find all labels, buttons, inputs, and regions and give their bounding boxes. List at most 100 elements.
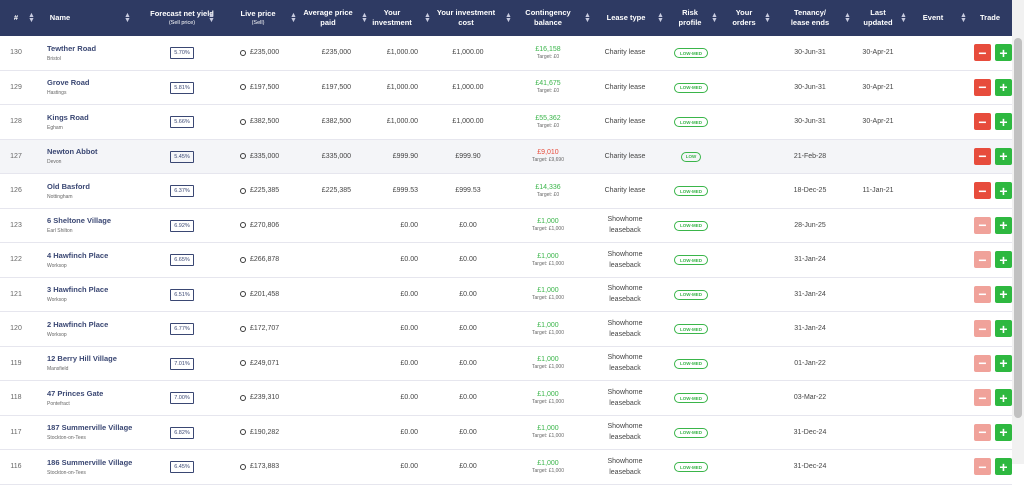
property-name[interactable]: 4 Hawfinch Place	[47, 250, 109, 260]
buy-button[interactable]: +	[995, 113, 1012, 130]
sell-button[interactable]: −	[974, 320, 991, 337]
sell-button[interactable]: −	[974, 113, 991, 130]
property-cell[interactable]: 2 Hawfinch Place Worksop	[47, 312, 108, 345]
buy-button[interactable]: +	[995, 285, 1012, 303]
buy-button[interactable]: +	[995, 78, 1012, 96]
scrollbar-thumb[interactable]	[1014, 38, 1022, 418]
column-header-inv[interactable]: Your investment	[370, 0, 414, 36]
buy-button[interactable]: +	[995, 182, 1012, 199]
sort-icon[interactable]: ▲ ▼	[844, 12, 851, 24]
sort-icon[interactable]: ▲ ▼	[711, 12, 718, 24]
sort-icon[interactable]: ▲ ▼	[290, 12, 297, 24]
property-name[interactable]: 187 Summerville Village	[47, 423, 133, 432]
column-header-orders[interactable]: Your orders	[726, 0, 762, 36]
column-header-live[interactable]: Live price (Sell)	[236, 0, 280, 36]
table-row[interactable]: 129 Grove Road Hastings 5.81% £197,500 £197,5…	[0, 70, 1012, 105]
property-cell[interactable]: 47 Princes Gate Pontefract	[47, 381, 103, 414]
sort-icon[interactable]: ▲ ▼	[124, 12, 131, 24]
buy-button[interactable]: +	[995, 147, 1012, 165]
sort-icon[interactable]: ▲ ▼	[424, 12, 431, 24]
sell-button[interactable]: −	[974, 354, 991, 372]
info-icon[interactable]	[240, 222, 246, 228]
table-row[interactable]: 118 47 Princes Gate Pontefract 7.00% £239,31…	[0, 381, 1012, 416]
property-cell[interactable]: 12 Berry Hill Village Mansfield	[47, 347, 117, 380]
sort-icon[interactable]: ▲ ▼	[28, 12, 35, 24]
sell-button[interactable]: −	[974, 389, 991, 406]
info-icon[interactable]	[240, 187, 246, 194]
table-row[interactable]: 127 Newton Abbot Devon 5.45% £335,000 £335,00…	[0, 139, 1012, 174]
property-cell[interactable]: Newton Abbot Devon	[47, 140, 98, 173]
property-cell[interactable]: 187 Summerville Village Stockton-on-Tees	[47, 416, 132, 449]
buy-button[interactable]: +	[995, 251, 1012, 268]
sell-button[interactable]: −	[974, 423, 991, 441]
property-cell[interactable]: Kings Road Egham	[47, 105, 89, 138]
scrollbar[interactable]	[1012, 0, 1024, 464]
table-row[interactable]: 123 6 Sheltone Village Earl Shilton 6.92% £2…	[0, 208, 1012, 243]
table-row[interactable]: 130 Tewther Road Bristol 5.70% £235,000 £235,…	[0, 36, 1012, 71]
column-header-cont[interactable]: Contingency balance	[520, 0, 576, 36]
info-icon[interactable]	[240, 49, 246, 56]
info-icon[interactable]	[240, 463, 246, 470]
property-cell[interactable]: Tewther Road Bristol	[47, 36, 96, 69]
sell-button[interactable]: −	[974, 216, 991, 234]
table-row[interactable]: 121 3 Hawfinch Place Worksop 6.51% £201,458 £…	[0, 277, 1012, 312]
column-header-name[interactable]: Name	[40, 0, 80, 36]
property-name[interactable]: 2 Hawfinch Place	[47, 319, 109, 329]
sell-button[interactable]: −	[974, 78, 991, 96]
sort-icon[interactable]: ▲ ▼	[764, 12, 771, 24]
column-header-upd[interactable]: Last updated	[856, 0, 900, 36]
info-icon[interactable]	[240, 256, 246, 263]
column-header-ten[interactable]: Tenancy/ lease ends	[786, 0, 834, 36]
info-icon[interactable]	[240, 394, 246, 401]
buy-button[interactable]: +	[995, 44, 1012, 61]
property-cell[interactable]: 186 Summerville Village Stockton-on-Tees	[47, 450, 132, 483]
table-row[interactable]: 119 12 Berry Hill Village Mansfield 7.01% £2…	[0, 346, 1012, 381]
buy-button[interactable]: +	[995, 320, 1012, 337]
property-name[interactable]: Newton Abbot	[47, 147, 98, 156]
table-row[interactable]: 128 Kings Road Egham 5.66% £382,500 £382,500 £…	[0, 105, 1012, 140]
sell-button[interactable]: −	[974, 147, 991, 165]
sort-icon[interactable]: ▲ ▼	[960, 12, 967, 24]
column-header-event[interactable]: Event	[916, 0, 950, 36]
column-header-yield[interactable]: Forecast net yield (Sell price)	[146, 0, 218, 36]
sell-button[interactable]: −	[974, 182, 991, 199]
property-cell[interactable]: Grove Road Hastings	[47, 71, 90, 104]
table-row[interactable]: 117 187 Summerville Village Stockton-on-Te…	[0, 415, 1012, 450]
info-icon[interactable]	[240, 118, 246, 125]
column-header-cost[interactable]: Your investment cost	[434, 0, 498, 36]
sort-icon[interactable]: ▲ ▼	[900, 12, 907, 24]
property-cell[interactable]: 3 Hawfinch Place Worksop	[47, 278, 108, 311]
sort-icon[interactable]: ▲ ▼	[584, 12, 591, 24]
property-name[interactable]: Old Basford	[47, 181, 90, 191]
column-header-trade[interactable]: Trade	[972, 0, 1008, 36]
sort-icon[interactable]: ▲ ▼	[657, 12, 664, 24]
sort-icon[interactable]: ▲ ▼	[505, 12, 512, 24]
buy-button[interactable]: +	[995, 216, 1012, 234]
property-cell[interactable]: 4 Hawfinch Place Worksop	[47, 243, 108, 276]
property-cell[interactable]: Old Basford Nottingham	[47, 174, 90, 207]
info-icon[interactable]	[240, 153, 246, 159]
info-icon[interactable]	[240, 84, 246, 90]
sell-button[interactable]: −	[974, 251, 991, 268]
sell-button[interactable]: −	[974, 44, 991, 61]
table-row[interactable]: 126 Old Basford Nottingham 6.37% £225,385 £22…	[0, 174, 1012, 209]
property-cell[interactable]: 6 Sheltone Village Earl Shilton	[47, 209, 111, 242]
column-header-risk[interactable]: Risk profile	[670, 0, 710, 36]
property-name[interactable]: Grove Road	[47, 78, 90, 87]
table-row[interactable]: 116 186 Summerville Village Stockton-on-Te…	[0, 450, 1012, 485]
info-icon[interactable]	[240, 429, 246, 435]
column-header-paid[interactable]: Average price paid	[296, 0, 360, 36]
property-name[interactable]: 186 Summerville Village	[47, 457, 133, 467]
sort-icon[interactable]: ▲ ▼	[208, 12, 215, 24]
table-row[interactable]: 122 4 Hawfinch Place Worksop 6.65% £266,878 £…	[0, 243, 1012, 278]
column-header-lease[interactable]: Lease type	[602, 0, 650, 36]
buy-button[interactable]: +	[995, 423, 1012, 441]
table-row[interactable]: 120 2 Hawfinch Place Worksop 6.77% £172,707 £…	[0, 312, 1012, 347]
sell-button[interactable]: −	[974, 285, 991, 303]
info-icon[interactable]	[240, 291, 246, 297]
column-header-num[interactable]: #	[4, 0, 28, 36]
sell-button[interactable]: −	[974, 458, 991, 475]
property-name[interactable]: Tewther Road	[47, 43, 97, 53]
property-name[interactable]: 3 Hawfinch Place	[47, 285, 109, 294]
property-name[interactable]: 47 Princes Gate	[47, 388, 104, 398]
